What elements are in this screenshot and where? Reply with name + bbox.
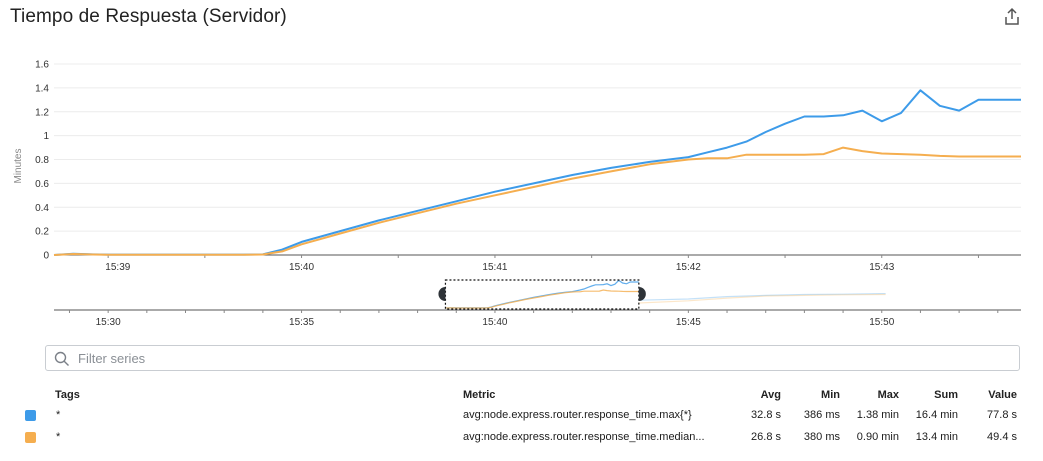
series-color-swatch[interactable] [25, 410, 36, 421]
x-tick-label: 15:40 [289, 262, 314, 273]
col-header-metric[interactable]: Metric [463, 389, 496, 401]
overview-tick-label: 15:40 [482, 317, 507, 328]
series-line-1 [53, 89, 1021, 256]
filter-series-box[interactable] [45, 345, 1020, 371]
y-tick-label: 0.6 [35, 179, 49, 190]
col-header-tags[interactable]: Tags [55, 389, 80, 401]
x-tick-label: 15:42 [676, 262, 701, 273]
x-tick-label: 15:39 [105, 262, 130, 273]
row-tags: * [56, 431, 61, 443]
row-avg: 32.8 s [751, 409, 781, 421]
y-tick-label: 0 [43, 251, 49, 262]
overview-tick-label: 15:50 [869, 317, 894, 328]
overview-series-2 [445, 289, 639, 309]
widget-title: Tiempo de Respuesta (Servidor) [10, 6, 287, 27]
y-tick-label: 0.2 [35, 227, 49, 238]
series-line-2 [53, 146, 1021, 256]
y-tick-label: 1.6 [35, 60, 49, 71]
y-tick-label: 1.2 [35, 107, 49, 118]
row-max: 1.38 min [856, 409, 899, 421]
overview-tick-label: 15:35 [289, 317, 314, 328]
row-min: 386 ms [803, 409, 840, 421]
row-avg: 26.8 s [751, 431, 781, 443]
overview-selection-brush[interactable] [444, 279, 640, 310]
y-tick-label: 0.4 [35, 203, 49, 214]
overview-tick-label: 15:30 [96, 317, 121, 328]
row-sum: 13.4 min [915, 431, 958, 443]
col-header-value[interactable]: Value [988, 389, 1017, 401]
row-value: 77.8 s [987, 409, 1017, 421]
row-min: 380 ms [803, 431, 840, 443]
y-axis-label: Minutes [13, 148, 24, 183]
export-button[interactable] [1001, 6, 1023, 28]
overview-series-fade-2 [638, 293, 886, 304]
filter-series-input[interactable] [78, 348, 998, 368]
col-header-avg[interactable]: Avg [760, 389, 781, 401]
row-value: 49.4 s [987, 431, 1017, 443]
share-export-icon [1005, 7, 1019, 25]
y-tick-label: 0.8 [35, 155, 49, 166]
y-tick-label: 1 [43, 131, 49, 142]
overview-tick-label: 15:45 [676, 317, 701, 328]
brush-handle-right[interactable] [638, 287, 646, 301]
col-header-sum[interactable]: Sum [934, 389, 958, 401]
row-sum: 16.4 min [915, 409, 958, 421]
x-tick-label: 15:43 [869, 262, 894, 273]
x-tick-label: 15:41 [482, 262, 507, 273]
col-header-min[interactable]: Min [821, 389, 840, 401]
brush-handle-left[interactable] [438, 287, 446, 301]
row-metric: avg:node.express.router.response_time.me… [463, 431, 705, 443]
series-color-swatch[interactable] [25, 432, 36, 443]
row-max: 0.90 min [856, 431, 899, 443]
search-icon [54, 351, 69, 366]
overview-series-fade-1 [638, 293, 886, 301]
col-header-max[interactable]: Max [877, 389, 899, 401]
timeseries-chart[interactable]: 0 0.2 0.4 0.6 0.8 1 1.2 1.4 1.6 Minutes 15:39 15:40… [0, 0, 1043, 340]
row-tags: * [56, 409, 61, 421]
y-tick-label: 1.4 [35, 83, 49, 94]
row-metric: avg:node.express.router.response_time.ma… [463, 409, 692, 421]
